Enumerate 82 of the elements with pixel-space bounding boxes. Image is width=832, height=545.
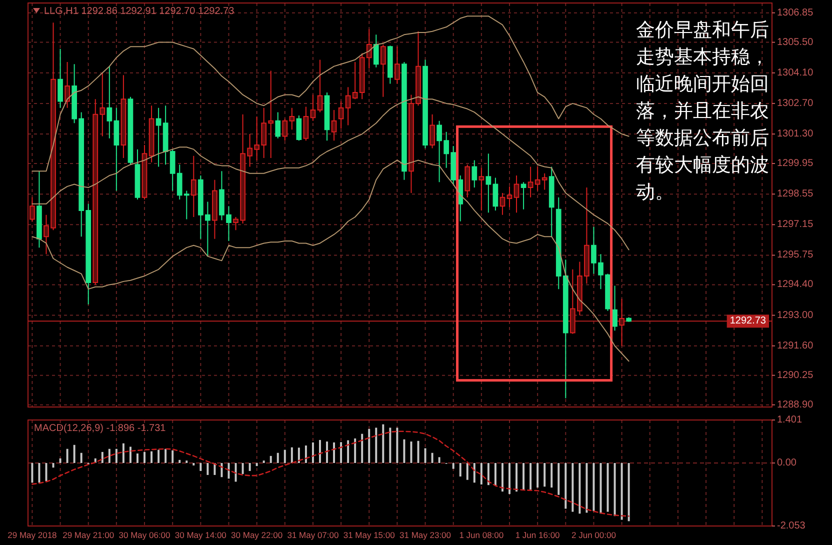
candlestick [345,86,351,126]
candlestick [331,110,337,142]
candlestick [542,172,548,190]
y-tick-label: 1298.55 [777,188,814,200]
candlestick [64,61,70,108]
x-tick-label: 29 May 21:00 [62,530,114,540]
candlestick [472,160,478,188]
candlestick [514,175,520,214]
x-tick-label: 1 Jun 16:00 [515,530,560,540]
y-tick-label: 0.00 [777,457,797,468]
y-tick-label: 1299.95 [777,158,814,170]
candlestick [275,112,281,139]
candlestick [156,107,162,168]
candlestick [142,144,148,200]
chart-title: LLG,H1 1292.86 1292.91 1292.70 1292.73 [44,6,235,17]
candlestick [528,166,534,198]
candlestick [500,192,506,216]
candlestick [626,316,632,322]
y-tick-label: 1290.25 [777,370,814,381]
x-tick-label: 1 Jun 08:00 [459,530,504,540]
y-tick-label: 1294.40 [777,279,814,290]
candlestick [534,166,540,192]
line-series [32,16,630,172]
y-tick-label: 1306.85 [777,7,814,18]
y-tick-label: 1288.90 [777,399,814,410]
y-tick-label: 1302.70 [777,98,814,109]
candlestick [128,96,134,166]
candlestick [58,48,63,108]
y-tick-label: 1293.00 [777,310,814,321]
x-tick-label: 31 May 07:00 [287,530,339,540]
candlestick [394,46,400,84]
candlestick [402,61,407,180]
candlestick [36,170,42,248]
candlestick [317,59,323,113]
x-tick-label: 31 May 15:00 [343,530,396,540]
candlestick [114,107,120,192]
candlestick [422,59,428,149]
candlestick [190,155,196,218]
candlestick [464,164,470,198]
candlestick [120,74,126,159]
ref-line-label: 1292.73 [730,316,766,327]
candlestick [380,44,386,98]
candlestick [612,285,618,332]
candlestick [148,105,154,163]
candlestick [30,196,35,222]
candlestick [134,148,140,200]
candlestick [492,177,498,211]
y-tick-label: 1.401 [777,414,802,426]
candlestick [506,186,512,208]
y-tick-label: 1297.15 [777,219,814,230]
x-tick-label: 2 Jun 00:00 [572,530,616,540]
x-tick-label: 31 May 23:00 [400,530,452,540]
line-series [32,160,630,362]
text: 金价早盘和午后走势基本持稳，临近晚间开始回落，并且在非农等数据公布前后有较大幅度的波动。 [636,19,769,203]
candlestick [310,94,316,122]
candlestick [106,66,112,139]
y-tick-label: 1305.50 [777,36,814,48]
y-tick-label: 1295.75 [777,250,814,261]
y-tick-label: 1304.10 [777,67,814,78]
chart-title: MACD(12,26,9) -1.896 -1.731 [34,423,166,434]
candlestick [212,179,218,240]
candlestick [162,105,168,166]
candlestick [520,182,526,210]
candlestick [373,34,379,68]
line-series [32,96,630,250]
candlestick [478,167,484,211]
candlestick [296,114,302,142]
x-tick-label: 30 May 22:00 [231,530,283,540]
y-tick-label: -2.053 [777,520,806,532]
x-tick-label: 30 May 06:00 [118,530,171,540]
candlestick [619,298,624,346]
x-tick-label: 29 May 2018 [8,530,58,540]
candlestick [548,166,554,238]
candlestick [303,106,309,142]
candlestick [430,114,435,149]
x-tick-label: 30 May 14:00 [174,530,227,540]
y-tick-label: 1301.30 [777,128,814,140]
y-tick-label: 1291.60 [777,340,814,352]
candlestick [324,92,330,142]
candlestick [338,100,344,130]
candlestick [486,153,492,214]
candlestick [388,45,393,84]
